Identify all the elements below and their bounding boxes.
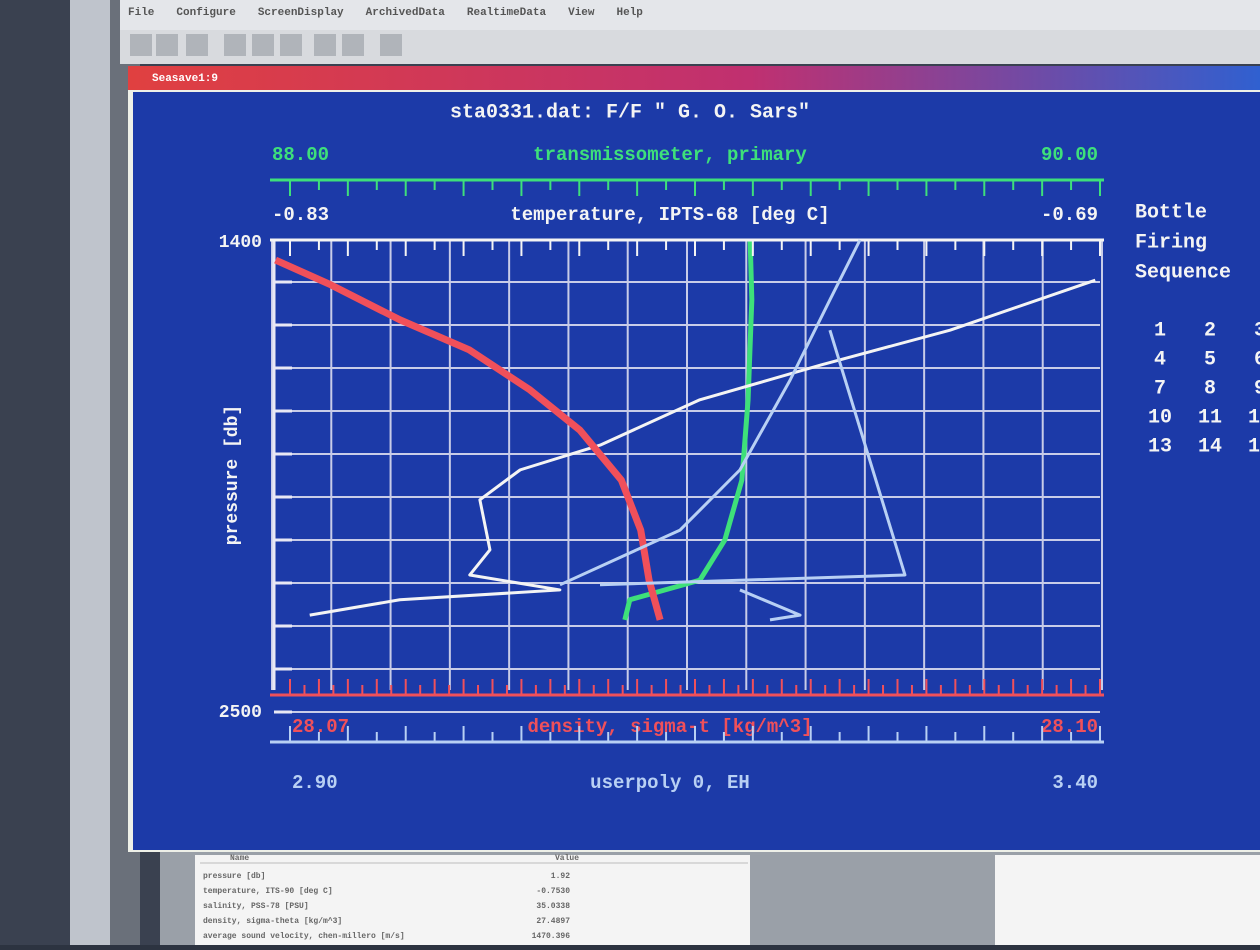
table-cell: 1470.396	[532, 932, 571, 941]
x-lim-label: 28.10	[1041, 716, 1098, 738]
x-lim-label: 88.00	[272, 144, 329, 166]
table-cell: average sound velocity, chen-millero [m/…	[203, 932, 405, 941]
menu-item[interactable]: RealtimeData	[467, 7, 547, 19]
table-cell: temperature, ITS-90 [deg C]	[203, 887, 333, 896]
bottle-number: 6	[1254, 348, 1260, 371]
x-lim-label: 2.90	[292, 772, 338, 794]
profile-line	[559, 239, 862, 587]
menu-item[interactable]: ArchivedData	[366, 7, 446, 19]
x-lim-label: 3.40	[1052, 772, 1098, 794]
y-lim-top: 1400	[219, 233, 262, 253]
menu-item[interactable]: View	[568, 7, 595, 19]
menu-item[interactable]: Help	[617, 7, 644, 19]
bottle-heading: Sequence	[1135, 261, 1231, 284]
table-cell: pressure [db]	[203, 872, 265, 881]
x-axis-label: userpoly 0, EH	[590, 772, 750, 794]
x-lim-label: -0.69	[1041, 204, 1098, 226]
table-cell: salinity, PSS-78 [PSU]	[203, 902, 309, 911]
x-axis-label: density, sigma-t [kg/m^3]	[527, 716, 812, 738]
value-table	[195, 855, 750, 945]
table-cell: -0.7530	[536, 887, 570, 896]
bottle-number: 8	[1204, 377, 1216, 400]
menu-item[interactable]: ScreenDisplay	[258, 7, 344, 19]
bottle-number: 3	[1254, 319, 1260, 342]
x-lim-label: 90.00	[1041, 144, 1098, 166]
profile-line	[739, 588, 802, 622]
toolbar-buttons	[130, 34, 402, 56]
bottle-number: 2	[1204, 319, 1216, 342]
plot-title: sta0331.dat: F/F " G. O. Sars"	[450, 101, 810, 124]
bottle-number: 1	[1154, 319, 1166, 342]
bottle-number: 7	[1154, 377, 1166, 400]
bottle-number: 9	[1254, 377, 1260, 400]
menu-item[interactable]: Configure	[176, 7, 236, 19]
bottle-number: 10	[1148, 406, 1172, 429]
toolbar	[120, 30, 1260, 64]
y-axis-label: pressure [db]	[223, 405, 243, 545]
plot-panel	[133, 92, 1260, 850]
x-axis-label: transmissometer, primary	[533, 144, 807, 166]
bottle-number: 13	[1148, 435, 1172, 458]
y-lim-bottom: 2500	[219, 703, 262, 723]
bottle-number: 11	[1198, 406, 1222, 429]
window-title-bar	[128, 66, 1260, 90]
bottle-number: 15	[1248, 435, 1260, 458]
bottle-number: 4	[1154, 348, 1166, 371]
table-cell: density, sigma-theta [kg/m^3]	[203, 917, 342, 926]
table-header: Name	[230, 854, 249, 863]
profile-line	[599, 329, 907, 587]
table-cell: 27.4897	[536, 917, 570, 926]
side-table	[995, 855, 1260, 945]
x-lim-label: -0.83	[272, 204, 329, 226]
table-header: Value	[555, 854, 579, 863]
window-title: Seasave1:9	[152, 73, 218, 85]
menu-item[interactable]: File	[128, 7, 155, 19]
x-axis-label: temperature, IPTS-68 [deg C]	[510, 204, 829, 226]
bottle-heading: Bottle	[1135, 201, 1207, 224]
profile-line	[309, 278, 1096, 617]
frame-edge	[70, 0, 110, 945]
table-cell: 1.92	[551, 872, 570, 881]
profile-line	[274, 256, 664, 621]
bottle-number: 12	[1248, 406, 1260, 429]
menu-bar	[120, 0, 1260, 30]
bottle-number: 5	[1204, 348, 1216, 371]
bottle-heading: Firing	[1135, 231, 1207, 254]
table-cell: 35.0338	[536, 902, 570, 911]
x-lim-label: 28.07	[292, 716, 349, 738]
bottle-number: 14	[1198, 435, 1222, 458]
profile-line	[622, 239, 755, 621]
